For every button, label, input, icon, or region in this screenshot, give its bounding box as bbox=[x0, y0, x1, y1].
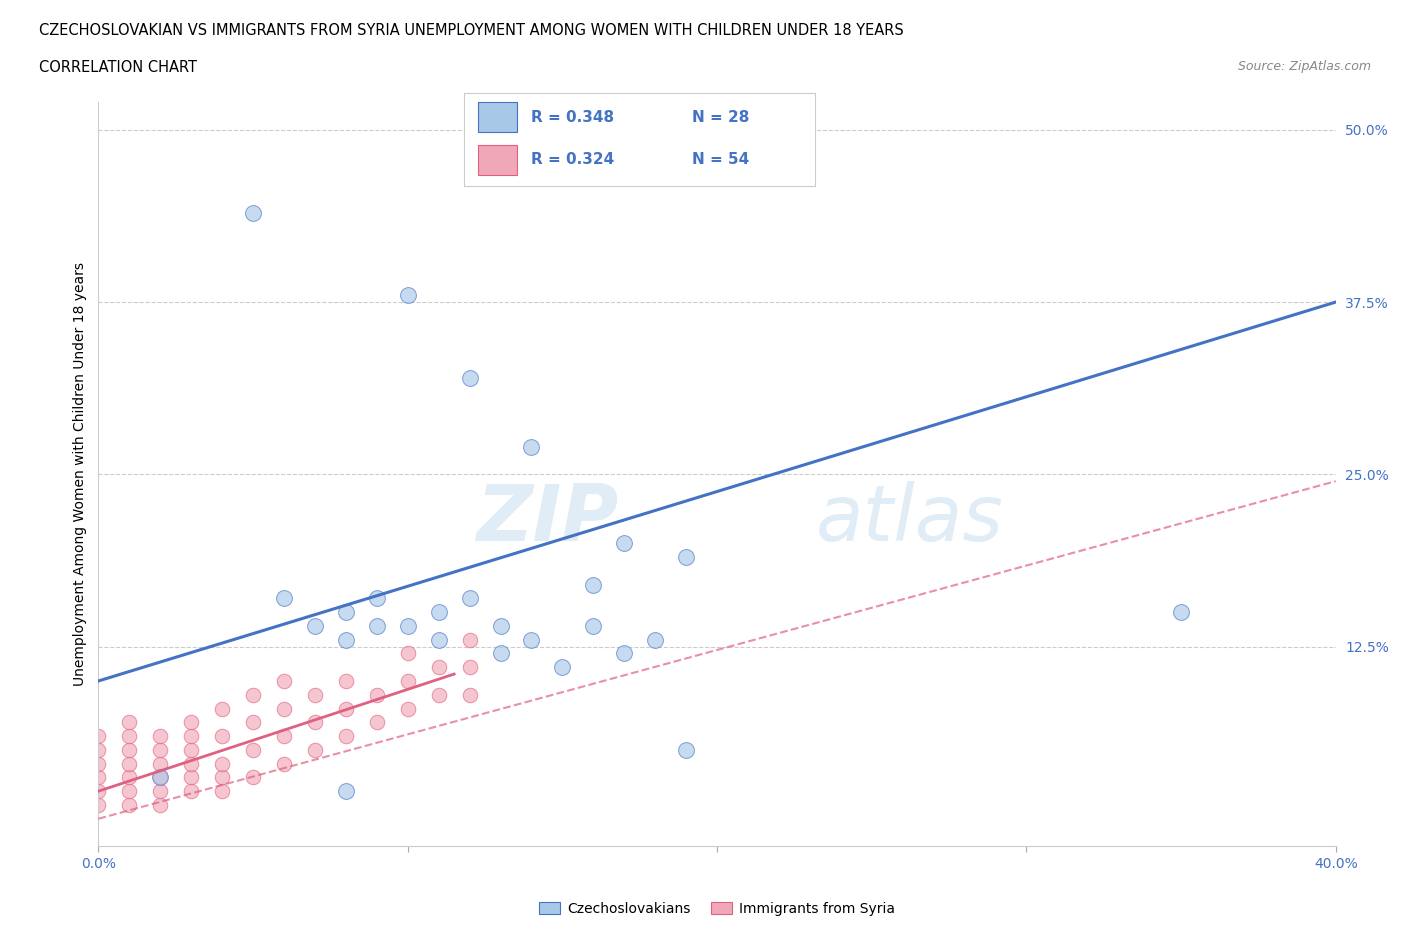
Legend: Czechoslovakians, Immigrants from Syria: Czechoslovakians, Immigrants from Syria bbox=[534, 897, 900, 922]
Point bbox=[427, 632, 450, 647]
Point bbox=[396, 646, 419, 661]
Point bbox=[87, 770, 110, 785]
Point bbox=[118, 728, 141, 743]
Point bbox=[211, 701, 233, 716]
Point bbox=[211, 756, 233, 771]
Point bbox=[396, 618, 419, 633]
Point bbox=[273, 701, 295, 716]
Point bbox=[304, 715, 326, 730]
Point bbox=[366, 715, 388, 730]
Point bbox=[675, 742, 697, 757]
Point bbox=[118, 715, 141, 730]
Point bbox=[613, 536, 636, 551]
Point bbox=[366, 591, 388, 605]
FancyBboxPatch shape bbox=[478, 102, 517, 132]
Point bbox=[458, 659, 481, 674]
Point bbox=[118, 770, 141, 785]
Point bbox=[180, 742, 202, 757]
Point bbox=[335, 728, 357, 743]
Text: atlas: atlas bbox=[815, 481, 1004, 557]
Point bbox=[304, 618, 326, 633]
Point bbox=[149, 742, 172, 757]
Point bbox=[335, 673, 357, 688]
Text: N = 28: N = 28 bbox=[693, 110, 749, 125]
Point bbox=[180, 728, 202, 743]
Point bbox=[366, 687, 388, 702]
Point bbox=[149, 798, 172, 813]
Point bbox=[520, 632, 543, 647]
Point bbox=[149, 770, 172, 785]
Point bbox=[675, 550, 697, 565]
Point bbox=[149, 728, 172, 743]
Point bbox=[149, 784, 172, 799]
Point bbox=[273, 728, 295, 743]
Point bbox=[180, 784, 202, 799]
Point bbox=[458, 687, 481, 702]
Point bbox=[1170, 604, 1192, 619]
Point bbox=[489, 646, 512, 661]
Point bbox=[335, 604, 357, 619]
Point bbox=[87, 784, 110, 799]
FancyBboxPatch shape bbox=[478, 145, 517, 175]
Point bbox=[211, 784, 233, 799]
Point bbox=[149, 770, 172, 785]
Text: R = 0.324: R = 0.324 bbox=[531, 153, 614, 167]
Point bbox=[149, 756, 172, 771]
Point bbox=[211, 728, 233, 743]
Point bbox=[335, 632, 357, 647]
Point bbox=[458, 370, 481, 385]
Point bbox=[242, 742, 264, 757]
Point bbox=[396, 287, 419, 302]
Point bbox=[304, 687, 326, 702]
Text: Source: ZipAtlas.com: Source: ZipAtlas.com bbox=[1237, 60, 1371, 73]
Point bbox=[458, 632, 481, 647]
Point bbox=[87, 742, 110, 757]
Point bbox=[582, 618, 605, 633]
Point bbox=[335, 701, 357, 716]
Text: CZECHOSLOVAKIAN VS IMMIGRANTS FROM SYRIA UNEMPLOYMENT AMONG WOMEN WITH CHILDREN : CZECHOSLOVAKIAN VS IMMIGRANTS FROM SYRIA… bbox=[39, 23, 904, 38]
Point bbox=[87, 728, 110, 743]
Point bbox=[551, 659, 574, 674]
Point bbox=[304, 742, 326, 757]
Point bbox=[242, 687, 264, 702]
Point bbox=[118, 756, 141, 771]
Point bbox=[644, 632, 666, 647]
Point bbox=[87, 756, 110, 771]
Point bbox=[242, 206, 264, 220]
Point bbox=[180, 770, 202, 785]
Point bbox=[118, 798, 141, 813]
Text: CORRELATION CHART: CORRELATION CHART bbox=[39, 60, 197, 75]
Point bbox=[335, 784, 357, 799]
Point bbox=[118, 742, 141, 757]
Point bbox=[118, 784, 141, 799]
Point bbox=[273, 673, 295, 688]
Point bbox=[273, 591, 295, 605]
Point bbox=[242, 770, 264, 785]
Point bbox=[396, 701, 419, 716]
Point bbox=[427, 604, 450, 619]
Point bbox=[427, 659, 450, 674]
Point bbox=[87, 798, 110, 813]
Text: ZIP: ZIP bbox=[475, 481, 619, 557]
Point bbox=[396, 673, 419, 688]
Point bbox=[582, 578, 605, 592]
Text: R = 0.348: R = 0.348 bbox=[531, 110, 614, 125]
Point bbox=[520, 439, 543, 454]
Point bbox=[180, 715, 202, 730]
Point bbox=[613, 646, 636, 661]
Point bbox=[273, 756, 295, 771]
Point bbox=[366, 618, 388, 633]
Point bbox=[458, 591, 481, 605]
Y-axis label: Unemployment Among Women with Children Under 18 years: Unemployment Among Women with Children U… bbox=[73, 262, 87, 686]
Point bbox=[242, 715, 264, 730]
Point bbox=[489, 618, 512, 633]
Text: N = 54: N = 54 bbox=[693, 153, 749, 167]
Point bbox=[180, 756, 202, 771]
Point bbox=[211, 770, 233, 785]
Point bbox=[427, 687, 450, 702]
